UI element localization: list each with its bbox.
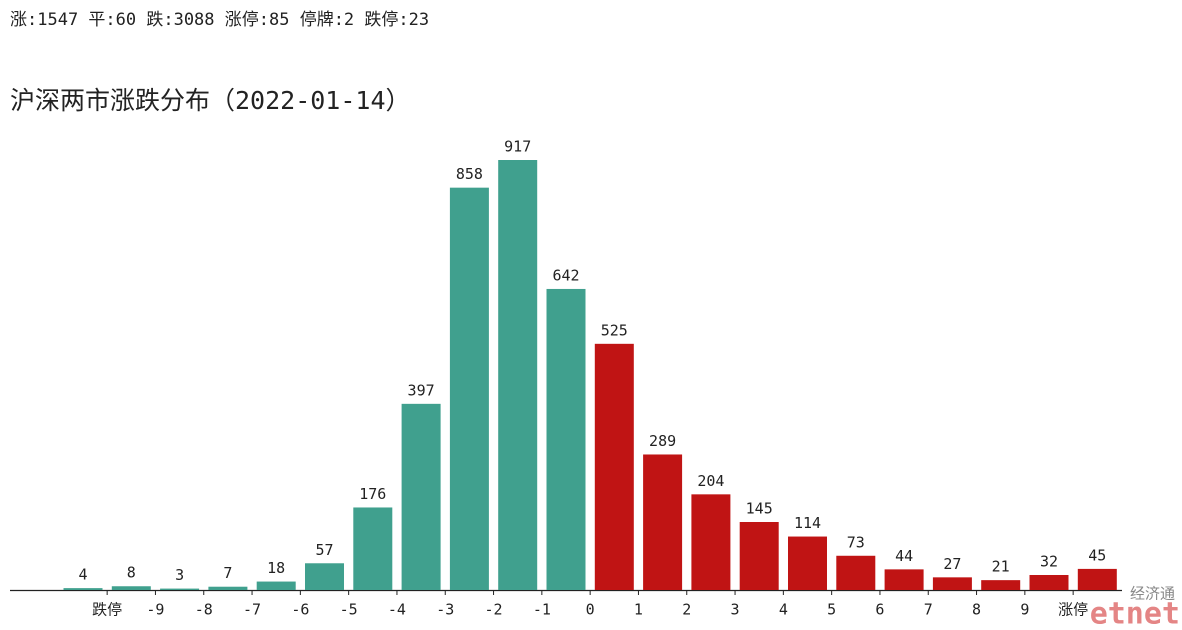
bar: [256, 581, 296, 590]
bar: [691, 494, 731, 590]
x-tick-label: 6: [875, 601, 884, 619]
value-label: 8: [127, 564, 136, 582]
bar: [594, 343, 634, 590]
bar: [305, 563, 344, 590]
value-label: 642: [552, 266, 579, 284]
value-label: 397: [408, 381, 435, 399]
bar: [546, 288, 586, 590]
x-tick-label: 2: [682, 601, 691, 619]
bar: [643, 454, 683, 590]
bar: [63, 588, 103, 590]
x-tick-label: 9: [1020, 601, 1029, 619]
value-label: 4: [78, 566, 87, 584]
x-tick-label: 0: [586, 601, 595, 619]
bar: [981, 580, 1021, 590]
x-tick-label: 7: [924, 601, 933, 619]
bar: [884, 569, 924, 590]
value-label: 176: [359, 485, 386, 503]
bar: [449, 187, 489, 590]
value-label: 3: [175, 566, 184, 584]
x-tick-label: 8: [972, 601, 981, 619]
bar: [788, 536, 827, 590]
value-label: 917: [504, 138, 531, 156]
value-label: 57: [315, 541, 333, 559]
value-label: 114: [794, 514, 821, 532]
watermark-cn: 经济通: [1130, 585, 1175, 603]
x-tick-label: 4: [779, 601, 788, 619]
bar: [401, 403, 441, 590]
x-tick-label: 3: [731, 601, 740, 619]
value-label: 204: [697, 472, 724, 490]
x-tick-label: -7: [243, 601, 261, 619]
x-tick-label: 1: [634, 601, 643, 619]
value-label: 44: [895, 547, 913, 565]
bar: [353, 507, 393, 590]
x-tick-label: -4: [388, 601, 406, 619]
bar: [1029, 574, 1069, 590]
bar: [1077, 568, 1117, 590]
value-label: 27: [943, 555, 961, 573]
value-label: 32: [1040, 552, 1058, 570]
watermark-en: etnet: [1090, 597, 1180, 630]
x-tick-label: 跌停: [92, 601, 122, 619]
bar: [932, 577, 972, 590]
bar: [498, 160, 538, 590]
value-label: 73: [847, 533, 865, 551]
value-label: 18: [267, 559, 285, 577]
bar: [111, 586, 151, 590]
x-tick-label: -5: [340, 601, 358, 619]
value-label: 858: [456, 165, 483, 183]
value-label: 7: [223, 564, 232, 582]
bar: [160, 588, 200, 590]
x-tick-label: -2: [485, 601, 503, 619]
value-label: 45: [1088, 546, 1106, 564]
x-tick-label: 涨停: [1058, 601, 1088, 619]
value-label: 289: [649, 432, 676, 450]
value-label: 145: [746, 500, 773, 518]
x-tick-label: -8: [195, 601, 213, 619]
x-tick-label: -1: [533, 601, 551, 619]
chart-title: 沪深两市涨跌分布（2022-01-14）: [10, 86, 411, 115]
x-tick-label: -3: [436, 601, 454, 619]
x-tick-label: -9: [146, 601, 164, 619]
value-label: 525: [601, 321, 628, 339]
bar: [836, 555, 876, 590]
x-tick-label: 5: [827, 601, 836, 619]
x-tick-label: -6: [291, 601, 309, 619]
bar: [739, 522, 779, 590]
value-label: 21: [992, 558, 1010, 576]
bar: [208, 586, 248, 590]
summary: 涨:1547 平:60 跌:3088 涨停:85 停牌:2 跌停:23: [10, 10, 429, 30]
